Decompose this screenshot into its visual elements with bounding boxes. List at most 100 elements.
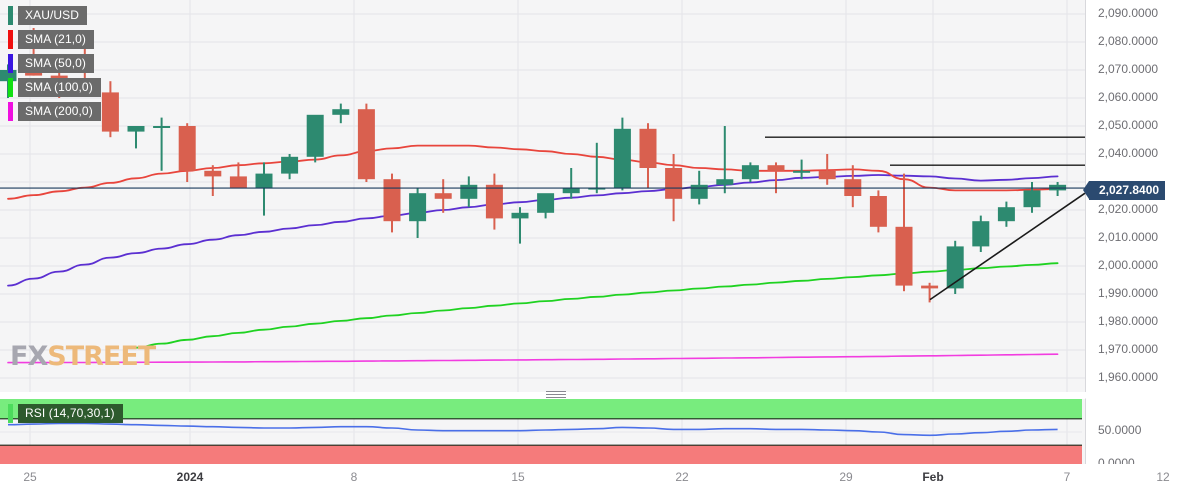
- time-axis-tick-label: 22: [675, 470, 689, 484]
- candle-body: [383, 179, 401, 222]
- candlestick: [639, 123, 657, 188]
- candlestick: [972, 215, 990, 252]
- handle-line: [546, 397, 566, 398]
- legend-item-sma100[interactable]: SMA (100,0): [8, 78, 101, 97]
- candlestick: [178, 123, 196, 182]
- rsi-axis[interactable]: 50.0000 0.0000: [1086, 398, 1194, 470]
- candle-body: [690, 184, 708, 199]
- handle-line: [546, 391, 566, 392]
- rsi-legend[interactable]: RSI (14,70,30,1): [8, 404, 123, 423]
- sma21-color-swatch: [8, 30, 13, 49]
- candlestick: [921, 282, 939, 303]
- rsi-legend-label: RSI (14,70,30,1): [18, 404, 123, 423]
- time-axis-tick-label: 15: [511, 470, 525, 484]
- candlestick: [1023, 182, 1041, 213]
- candlestick: [383, 173, 401, 233]
- time-axis-tick-label: 2024: [176, 470, 204, 484]
- rsi-chart-canvas: [0, 399, 1082, 465]
- candle-body: [639, 128, 657, 168]
- price-axis-tick-label: 1,990.0000: [1098, 286, 1159, 300]
- rsi-color-swatch: [8, 404, 13, 423]
- candlestick: [101, 81, 119, 138]
- time-axis-tick-label: Feb: [922, 470, 944, 484]
- rsi-indicator-panel[interactable]: [0, 398, 1086, 465]
- candle-body: [793, 170, 811, 173]
- candle-body: [460, 184, 478, 199]
- panel-resize-handle[interactable]: [546, 391, 566, 398]
- price-axis-tick-label: 2,000.0000: [1098, 258, 1159, 272]
- time-axis-tick-label: 25: [23, 470, 37, 484]
- candle-body: [178, 126, 196, 171]
- candlestick: [588, 142, 606, 194]
- price-axis-tick-label: 1,970.0000: [1098, 342, 1159, 356]
- fxstreet-watermark: FXSTREET: [10, 341, 156, 372]
- time-axis-tick-label: 7: [1063, 470, 1071, 484]
- candlestick: [895, 173, 913, 292]
- legend-item-sma50[interactable]: SMA (50,0): [8, 54, 101, 73]
- candlestick: [255, 162, 273, 216]
- candle-body: [229, 176, 247, 188]
- candle-body: [537, 193, 555, 213]
- sma100-line: [135, 262, 1059, 349]
- legend-item-symbol[interactable]: XAU/USD: [8, 6, 101, 25]
- candle-body: [357, 109, 375, 180]
- candlestick: [793, 159, 811, 180]
- price-chart-panel[interactable]: [0, 0, 1086, 392]
- legend-item-sma200[interactable]: SMA (200,0): [8, 102, 101, 121]
- candle-body: [895, 226, 913, 286]
- sma200-color-swatch: [8, 102, 13, 121]
- ascending-trendline[interactable]: [929, 192, 1086, 301]
- candlestick: [869, 190, 887, 233]
- sma21-line: [7, 144, 1059, 200]
- candlestick: [741, 162, 759, 182]
- current-price-badge: 2,027.8400: [1082, 181, 1166, 200]
- candle-body: [767, 165, 785, 171]
- candle-body: [818, 170, 836, 180]
- candle-body: [997, 207, 1015, 222]
- candlestick: [716, 126, 734, 194]
- legend-item-label: SMA (50,0): [18, 54, 95, 73]
- candle-body: [665, 168, 683, 199]
- candlestick: [332, 103, 350, 124]
- candle-body: [332, 109, 350, 115]
- candle-body: [281, 156, 299, 174]
- candlestick: [844, 165, 862, 208]
- candlestick: [613, 117, 631, 191]
- candle-body: [921, 285, 939, 289]
- sma100-color-swatch: [8, 78, 13, 97]
- candlestick: [127, 126, 145, 149]
- candle-body: [409, 193, 427, 222]
- candle-body: [716, 179, 734, 185]
- price-axis-tick-label: 2,040.0000: [1098, 146, 1159, 160]
- handle-line: [546, 394, 566, 395]
- time-axis-tick-label: 8: [350, 470, 358, 484]
- candlestick: [204, 165, 222, 196]
- legend-item-label: SMA (21,0): [18, 30, 95, 49]
- price-axis-tick-label: 2,010.0000: [1098, 230, 1159, 244]
- time-axis[interactable]: 2520248152229Feb7121621: [0, 464, 1194, 492]
- candle-body: [485, 184, 503, 219]
- price-axis-tick-label: 2,070.0000: [1098, 62, 1159, 76]
- candlestick: [818, 154, 836, 185]
- candle-body: [153, 126, 171, 128]
- candle-body: [946, 246, 964, 289]
- candlestick: [946, 240, 964, 294]
- legend-item-sma21[interactable]: SMA (21,0): [8, 30, 101, 49]
- candlestick: [537, 193, 555, 219]
- time-axis-tick-label: 29: [839, 470, 853, 484]
- candlestick: [434, 179, 452, 213]
- candle-body: [741, 165, 759, 180]
- candlestick: [460, 176, 478, 208]
- sma200-line: [7, 353, 1059, 364]
- candlestick: [229, 162, 247, 188]
- chart-legend: XAU/USD SMA (21,0) SMA (50,0) SMA (100,0…: [8, 6, 101, 126]
- rsi-oversold-band: [0, 445, 1082, 465]
- candlestick: [153, 117, 171, 171]
- candle-body: [434, 193, 452, 199]
- candlestick: [306, 114, 324, 163]
- candle-body: [101, 92, 119, 132]
- candlestick: [281, 154, 299, 180]
- price-axis-tick-label: 2,060.0000: [1098, 90, 1159, 104]
- candle-body: [306, 114, 324, 157]
